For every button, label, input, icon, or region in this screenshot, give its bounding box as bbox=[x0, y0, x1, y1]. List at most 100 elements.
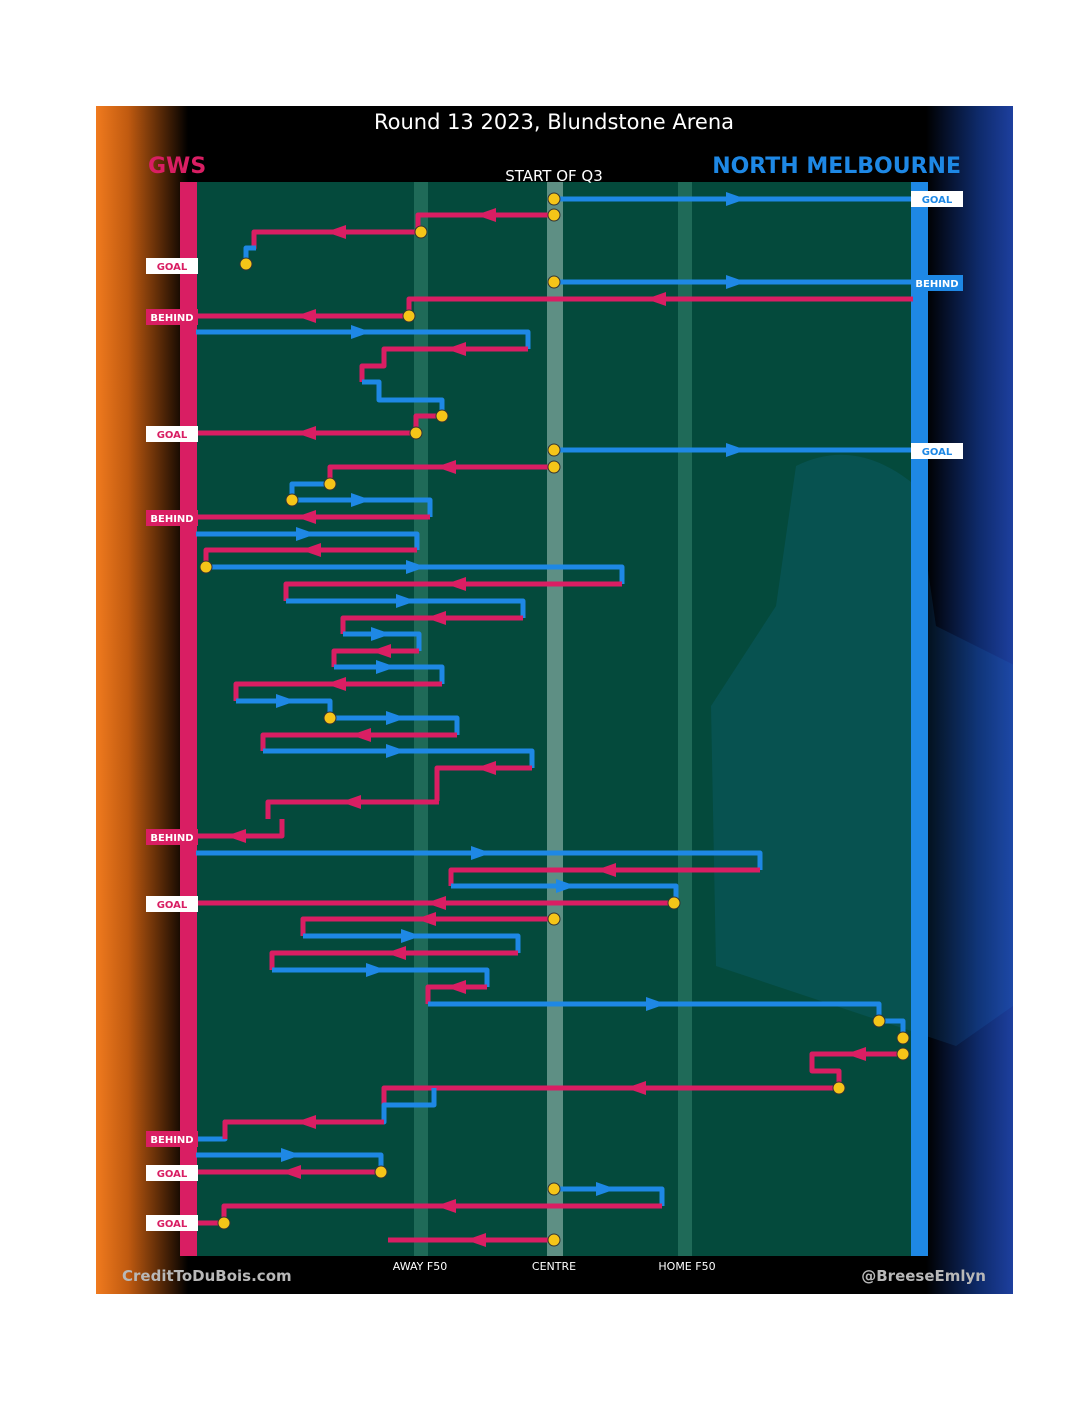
stoppage-marker bbox=[409, 426, 423, 440]
match-title: Round 13 2023, Blundstone Arena bbox=[374, 110, 734, 134]
badge-text: BEHIND bbox=[150, 313, 193, 324]
direction-arrow bbox=[476, 208, 496, 222]
direction-arrow bbox=[476, 761, 496, 775]
badge-box bbox=[911, 191, 963, 207]
direction-arrow bbox=[646, 292, 666, 306]
turnover-markers bbox=[199, 192, 910, 1247]
direction-arrow bbox=[596, 1182, 616, 1196]
badge-text: GOAL bbox=[157, 1169, 188, 1180]
north-side-background bbox=[926, 106, 1013, 1294]
stoppage-marker bbox=[239, 257, 253, 271]
outcome-badge: GOAL bbox=[146, 896, 198, 912]
stoppage-marker bbox=[547, 1233, 561, 1247]
chain-segment bbox=[343, 631, 422, 651]
direction-arrow bbox=[351, 728, 371, 742]
badge-box bbox=[146, 829, 198, 845]
stoppage-marker bbox=[872, 1014, 886, 1028]
direction-arrow bbox=[556, 879, 576, 893]
direction-arrow bbox=[386, 744, 406, 758]
credit-site: CreditToDuBois.com bbox=[122, 1267, 292, 1285]
chain-segment bbox=[381, 1085, 839, 1105]
direction-arrow bbox=[396, 594, 416, 608]
badge-box bbox=[911, 275, 963, 291]
direction-arrow bbox=[376, 660, 396, 674]
chain-segment bbox=[196, 850, 763, 870]
chain-segment bbox=[340, 615, 523, 634]
stoppage-marker bbox=[547, 443, 561, 457]
gws-side-background bbox=[96, 106, 188, 1294]
possession-chain-diagram: Round 13 2023, Blundstone Arena GWS NORT… bbox=[96, 106, 1013, 1294]
direction-arrow bbox=[296, 309, 316, 323]
direction-arrow bbox=[416, 912, 436, 926]
outcome-badge: BEHIND bbox=[146, 1131, 198, 1147]
badge-text: BEHIND bbox=[150, 514, 193, 525]
direction-arrow bbox=[726, 192, 746, 206]
badge-text: BEHIND bbox=[150, 1135, 193, 1146]
direction-arrow bbox=[341, 795, 361, 809]
chain-segment bbox=[272, 967, 490, 987]
chain-segment bbox=[206, 564, 625, 584]
chain-segment bbox=[233, 681, 442, 701]
stoppage-marker bbox=[323, 711, 337, 725]
direction-arrow bbox=[351, 493, 371, 507]
stoppage-marker bbox=[896, 1031, 910, 1045]
direction-arrow bbox=[471, 846, 491, 860]
stoppage-marker bbox=[667, 896, 681, 910]
credit-author: @BreeseEmlyn bbox=[861, 1267, 986, 1285]
direction-arrow bbox=[276, 694, 296, 708]
badge-text: GOAL bbox=[157, 900, 188, 911]
badge-box bbox=[146, 426, 198, 442]
direction-arrow bbox=[296, 527, 316, 541]
direction-arrow bbox=[351, 325, 371, 339]
chain-segment bbox=[334, 664, 445, 684]
chain-segment bbox=[330, 715, 460, 735]
outcome-badge: GOAL bbox=[146, 1165, 198, 1181]
outcome-badge: BEHIND bbox=[146, 510, 198, 526]
badge-text: GOAL bbox=[157, 262, 188, 273]
stoppage-marker bbox=[323, 477, 337, 491]
direction-arrow bbox=[296, 510, 316, 524]
stoppage-marker bbox=[217, 1216, 231, 1230]
centre-band bbox=[547, 182, 563, 1256]
chain-segment bbox=[362, 379, 445, 416]
away-f50-label: AWAY F50 bbox=[393, 1260, 447, 1273]
outcome-badge: GOAL bbox=[146, 426, 198, 442]
stoppage-marker bbox=[547, 192, 561, 206]
direction-arrow bbox=[426, 611, 446, 625]
direction-arrow bbox=[626, 1081, 646, 1095]
gws-goal-line bbox=[180, 182, 197, 1256]
north-goal-line bbox=[911, 182, 928, 1256]
direction-arrow bbox=[426, 896, 446, 910]
stoppage-marker bbox=[547, 275, 561, 289]
chain-segment bbox=[434, 765, 532, 801]
start-of-quarter-label: START OF Q3 bbox=[505, 167, 603, 185]
direction-arrow bbox=[371, 627, 391, 641]
stoppage-marker bbox=[547, 1182, 561, 1196]
north-team-name: NORTH MELBOURNE bbox=[712, 154, 961, 179]
stoppage-marker bbox=[414, 225, 428, 239]
chain-segment bbox=[300, 916, 554, 936]
direction-arrow bbox=[466, 1233, 486, 1247]
direction-arrow bbox=[226, 829, 246, 843]
stoppage-marker bbox=[896, 1047, 910, 1061]
chain-segment bbox=[286, 598, 526, 618]
chain-segment bbox=[263, 748, 535, 768]
direction-arrow bbox=[646, 997, 666, 1011]
outcome-badge: GOAL bbox=[146, 258, 198, 274]
badge-box bbox=[146, 896, 198, 912]
chain-segment bbox=[260, 732, 457, 751]
chain-segment bbox=[283, 581, 622, 601]
outcome-badge: GOAL bbox=[911, 443, 963, 459]
chain-segment bbox=[292, 497, 433, 517]
chain-segment bbox=[196, 531, 420, 550]
stoppage-marker bbox=[402, 309, 416, 323]
chain-segment bbox=[554, 1186, 665, 1206]
badge-text: GOAL bbox=[157, 430, 188, 441]
outcome-badge: BEHIND bbox=[146, 309, 198, 325]
badge-text: BEHIND bbox=[150, 833, 193, 844]
chain-segment bbox=[448, 867, 760, 886]
badge-text: GOAL bbox=[922, 447, 953, 458]
stoppage-marker bbox=[832, 1081, 846, 1095]
direction-arrow bbox=[446, 980, 466, 994]
outcome-badge: BEHIND bbox=[146, 829, 198, 845]
